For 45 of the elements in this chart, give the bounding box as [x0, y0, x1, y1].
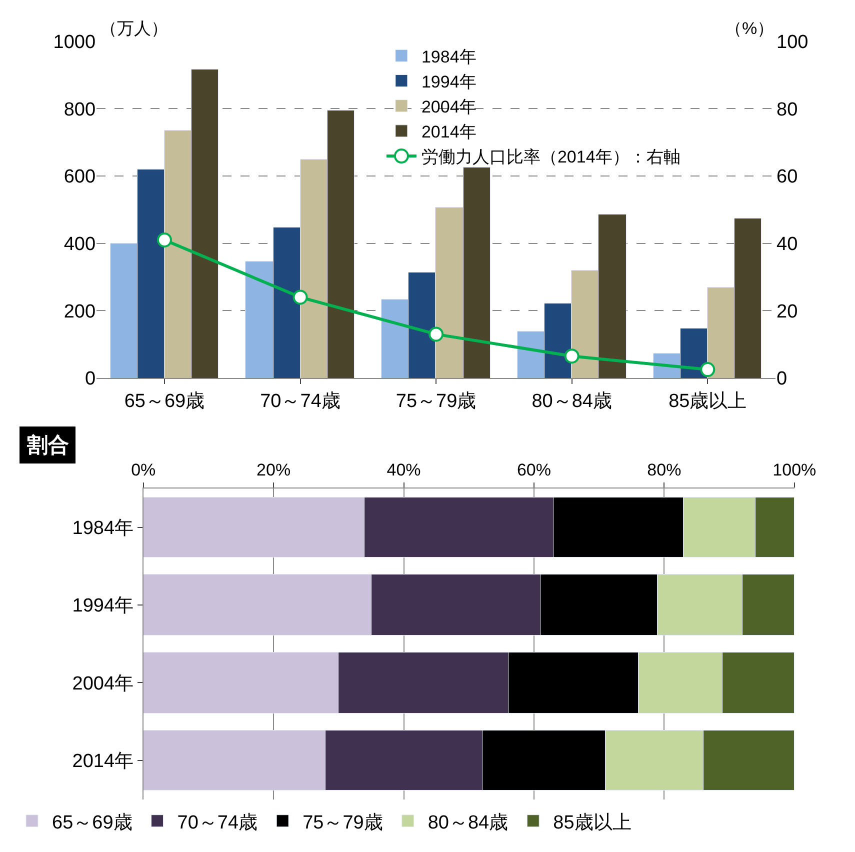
y2-tick-label: 80: [776, 99, 798, 120]
y-tick-label: 1984年: [72, 518, 134, 539]
x-tick-label: 80%: [647, 460, 682, 480]
y2-tick-label: 100: [776, 32, 808, 54]
y-tick-label: 1994年: [72, 596, 134, 617]
legend-label: 65～69歳: [52, 812, 132, 834]
point: [292, 290, 308, 305]
x-tick-label: 65～69歳: [124, 390, 205, 412]
legend-label: 2014年: [421, 122, 476, 142]
point: [428, 326, 444, 342]
y-tick-label: 800: [64, 99, 96, 120]
point: [700, 362, 716, 378]
y2-tick-label: 0: [776, 368, 788, 390]
x-tick-label: 70～74歳: [260, 390, 340, 412]
y2-tick-label: 60: [776, 166, 798, 188]
legend-label: 1994年: [421, 72, 476, 92]
legend-label: 2004年: [421, 97, 476, 116]
legend-label: 1984年: [421, 47, 476, 66]
y-tick-label: 2014年: [72, 751, 134, 772]
x-tick-label: 20%: [256, 460, 291, 480]
x-tick-label: 100%: [772, 460, 816, 480]
point: [564, 348, 580, 364]
legend-label: 80～84歳: [428, 812, 508, 834]
chart-title: 割合: [26, 433, 69, 457]
y-axis-title: （万人）: [100, 19, 168, 38]
y-tick-label: 200: [64, 301, 96, 322]
y2-tick-label: 40: [776, 234, 798, 255]
x-tick-label: 80～84歳: [532, 390, 612, 412]
point: [156, 232, 172, 248]
legend-label: 75～79歳: [302, 812, 383, 834]
y2-axis-title: （%）: [725, 19, 774, 38]
y-tick-label: 1000: [53, 32, 96, 54]
y-tick-label: 0: [84, 368, 96, 390]
y2-tick-label: 20: [776, 301, 798, 322]
legend-label: 労働力人口比率（2014年）：右軸: [421, 148, 680, 167]
legend-label: 70～74歳: [177, 812, 258, 834]
y-tick-label: 600: [64, 166, 96, 188]
y-tick-label: 400: [64, 234, 96, 255]
legend-label: 85歳以上: [553, 812, 632, 834]
y-tick-label: 2004年: [72, 673, 134, 694]
x-tick-label: 85歳以上: [668, 390, 747, 412]
x-tick-label: 75～79歳: [396, 390, 476, 412]
x-tick-label: 0%: [131, 460, 156, 480]
x-tick-label: 60%: [516, 460, 552, 480]
x-tick-label: 40%: [386, 460, 421, 480]
